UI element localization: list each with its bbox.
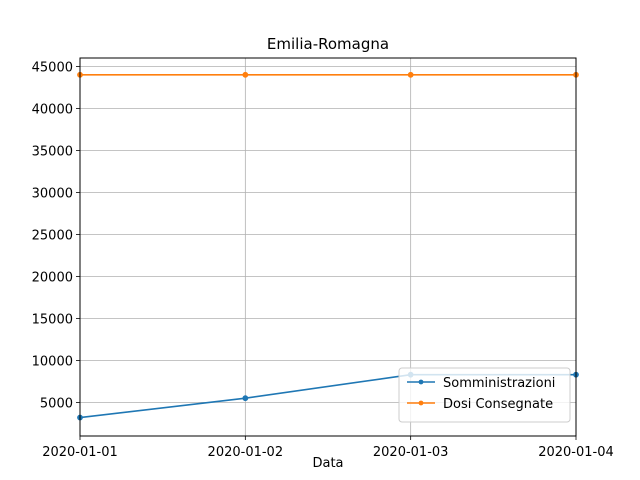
axes: 5000 10000 15000 20000 25000 30000 35000 40000 4… — [32, 60, 614, 460]
y-tick-label: 15000 — [32, 312, 73, 327]
data-point — [242, 71, 249, 78]
legend-label: Somministrazioni — [443, 376, 555, 391]
y-tick-label: 25000 — [32, 228, 73, 243]
y-tick-label: 20000 — [32, 270, 73, 285]
legend-label: Dosi Consegnate — [443, 397, 553, 412]
data-point — [242, 395, 249, 402]
legend-box — [398, 367, 571, 423]
y-tick-label: 30000 — [32, 186, 73, 201]
data-point — [407, 71, 414, 78]
y-tick-label: 10000 — [32, 354, 73, 369]
x-tick-label: 2020-01-04 — [538, 445, 614, 460]
chart-title: Emilia-Romagna — [267, 35, 389, 53]
legend: Somministrazioni Dosi Consegnate — [398, 367, 571, 423]
x-tick-label: 2020-01-02 — [208, 445, 284, 460]
plot-frame — [79, 57, 577, 437]
legend-swatch-marker — [418, 379, 424, 385]
x-axis-label: Data — [312, 456, 343, 471]
y-tick-label: 35000 — [32, 144, 73, 159]
x-tick-label: 2020-01-03 — [373, 445, 449, 460]
x-tick-label: 2020-01-01 — [42, 445, 118, 460]
legend-swatch-marker — [418, 400, 424, 406]
y-tick-label: 5000 — [40, 396, 73, 411]
y-tick-label: 45000 — [32, 60, 73, 75]
y-tick-label: 40000 — [32, 102, 73, 117]
